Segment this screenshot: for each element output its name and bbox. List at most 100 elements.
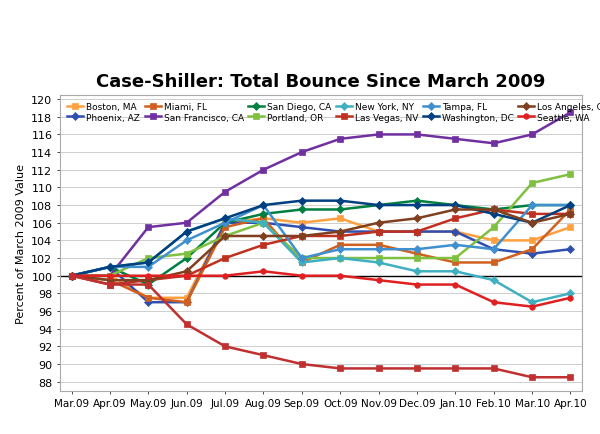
Phoenix, AZ	[145, 300, 152, 305]
San Francisco, CA	[375, 132, 382, 138]
Line: Boston, MA: Boston, MA	[69, 216, 573, 301]
Tampa, FL	[145, 265, 152, 270]
Boston, MA	[567, 225, 574, 230]
Boston, MA	[221, 220, 229, 226]
Seattle, WA	[490, 300, 497, 305]
Washington, DC	[452, 203, 459, 208]
Washington, DC	[145, 260, 152, 266]
San Francisco, CA	[68, 273, 75, 279]
Los Angeles, CA	[68, 273, 75, 279]
Boston, MA	[452, 230, 459, 235]
Boston, MA	[490, 238, 497, 243]
Los Angeles, CA	[145, 278, 152, 283]
Portland, OR	[452, 256, 459, 261]
Portland, OR	[413, 256, 421, 261]
Las Vegas, NV	[183, 273, 190, 279]
Phoenix, AZ	[106, 265, 113, 270]
Miami, FL	[221, 225, 229, 230]
Line: San Francisco, CA: San Francisco, CA	[69, 110, 573, 279]
New York, NY	[298, 260, 305, 266]
San Diego, CA	[529, 203, 536, 208]
Las Vegas, NV	[490, 207, 497, 213]
San Diego, CA	[106, 265, 113, 270]
Tampa, FL	[260, 203, 267, 208]
Seattle, WA	[106, 273, 113, 279]
Tampa, FL	[529, 203, 536, 208]
Line: San Diego, CA: San Diego, CA	[69, 198, 573, 288]
Boston, MA	[183, 296, 190, 301]
Miami, FL	[298, 260, 305, 266]
Los Angeles, CA	[260, 234, 267, 239]
Las Vegas, NV	[375, 230, 382, 235]
Washington, DC	[490, 212, 497, 217]
Phoenix, AZ	[413, 230, 421, 235]
Washington, DC	[260, 203, 267, 208]
Tampa, FL	[221, 220, 229, 226]
New York, NY	[221, 216, 229, 221]
Line: Miami, FL: Miami, FL	[69, 207, 573, 305]
Portland, OR	[529, 181, 536, 186]
Tampa, FL	[337, 247, 344, 252]
Miami, FL	[490, 260, 497, 266]
San Francisco, CA	[106, 273, 113, 279]
New York, NY	[375, 260, 382, 266]
Seattle, WA	[221, 273, 229, 279]
Phoenix, AZ	[68, 273, 75, 279]
Boston, MA	[413, 230, 421, 235]
Tampa, FL	[567, 203, 574, 208]
Seattle, WA	[298, 273, 305, 279]
Washington, DC	[337, 199, 344, 204]
Las Vegas, NV	[68, 273, 75, 279]
San Francisco, CA	[452, 137, 459, 142]
Line: Los Angeles, CA: Los Angeles, CA	[69, 207, 573, 283]
Miami, FL	[260, 216, 267, 221]
Washington, DC	[413, 203, 421, 208]
New York, NY	[145, 260, 152, 266]
Las Vegas, NV	[298, 234, 305, 239]
Portland, OR	[375, 256, 382, 261]
San Francisco, CA	[337, 137, 344, 142]
Phoenix, AZ	[298, 225, 305, 230]
Las Vegas, NV	[337, 234, 344, 239]
Miami, FL	[145, 296, 152, 301]
Phoenix, AZ	[452, 230, 459, 235]
Los Angeles, CA	[337, 230, 344, 235]
Seattle, WA	[68, 273, 75, 279]
Tampa, FL	[106, 265, 113, 270]
New York, NY	[260, 220, 267, 226]
Las Vegas, NV	[529, 212, 536, 217]
Los Angeles, CA	[413, 216, 421, 221]
Los Angeles, CA	[529, 220, 536, 226]
Miami, FL	[375, 243, 382, 248]
New York, NY	[337, 256, 344, 261]
Line: Las Vegas, NV: Las Vegas, NV	[69, 207, 573, 288]
San Francisco, CA	[567, 111, 574, 116]
San Francisco, CA	[183, 220, 190, 226]
Portland, OR	[221, 234, 229, 239]
Washington, DC	[529, 220, 536, 226]
Tampa, FL	[413, 247, 421, 252]
San Francisco, CA	[413, 132, 421, 138]
Boston, MA	[106, 273, 113, 279]
Miami, FL	[183, 300, 190, 305]
Line: Seattle, WA: Seattle, WA	[69, 269, 573, 310]
San Francisco, CA	[260, 168, 267, 173]
Tampa, FL	[452, 243, 459, 248]
Title: Case-Shiller: Total Bounce Since March 2009: Case-Shiller: Total Bounce Since March 2…	[97, 73, 545, 91]
San Francisco, CA	[221, 190, 229, 195]
Los Angeles, CA	[567, 212, 574, 217]
San Francisco, CA	[490, 141, 497, 147]
San Diego, CA	[68, 273, 75, 279]
Boston, MA	[298, 220, 305, 226]
Miami, FL	[413, 251, 421, 256]
San Diego, CA	[298, 207, 305, 213]
Legend: Boston, MA, Phoenix, AZ, Miami, FL, San Francisco, CA, San Diego, CA, Portland, : Boston, MA, Phoenix, AZ, Miami, FL, San …	[65, 100, 600, 125]
Washington, DC	[221, 216, 229, 221]
Line: Tampa, FL: Tampa, FL	[69, 203, 573, 279]
San Diego, CA	[490, 207, 497, 213]
Tampa, FL	[183, 238, 190, 243]
Phoenix, AZ	[260, 220, 267, 226]
Phoenix, AZ	[221, 220, 229, 226]
Tampa, FL	[68, 273, 75, 279]
Line: Portland, OR: Portland, OR	[69, 172, 573, 279]
